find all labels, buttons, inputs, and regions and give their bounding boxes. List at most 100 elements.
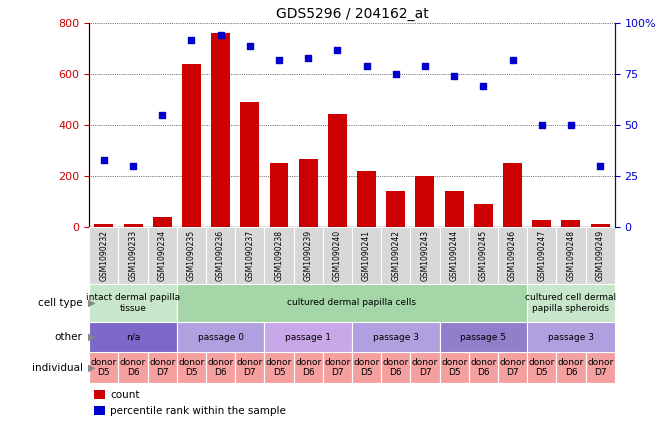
Text: GSM1090237: GSM1090237 <box>245 230 254 281</box>
Text: other: other <box>55 332 83 342</box>
Text: GSM1090248: GSM1090248 <box>566 230 576 281</box>
Bar <box>89 284 177 322</box>
Bar <box>182 64 201 227</box>
Text: GSM1090241: GSM1090241 <box>362 230 371 281</box>
Text: ▶: ▶ <box>88 363 95 373</box>
Text: passage 3: passage 3 <box>373 332 419 342</box>
Bar <box>95 224 113 227</box>
Text: GSM1090247: GSM1090247 <box>537 230 546 281</box>
Bar <box>177 352 206 383</box>
Bar <box>89 227 118 284</box>
Text: donor
D6: donor D6 <box>558 358 584 377</box>
Bar <box>206 227 235 284</box>
Bar <box>328 113 347 227</box>
Bar <box>211 33 230 227</box>
Bar <box>503 163 522 227</box>
Bar <box>586 227 615 284</box>
Bar <box>89 352 118 383</box>
Bar <box>381 352 410 383</box>
Text: donor
D5: donor D5 <box>354 358 379 377</box>
Point <box>595 162 605 169</box>
Point <box>420 63 430 69</box>
Bar <box>527 227 557 284</box>
Point <box>128 162 138 169</box>
Text: GSM1090242: GSM1090242 <box>391 230 401 281</box>
Text: GSM1090246: GSM1090246 <box>508 230 517 281</box>
Text: GSM1090245: GSM1090245 <box>479 230 488 281</box>
Point <box>274 57 284 63</box>
Bar <box>386 191 405 227</box>
Bar <box>124 224 143 227</box>
Text: donor
D5: donor D5 <box>178 358 204 377</box>
Text: passage 0: passage 0 <box>198 332 244 342</box>
Bar <box>235 227 264 284</box>
Point <box>215 32 226 39</box>
Text: donor
D6: donor D6 <box>470 358 496 377</box>
Text: GSM1090239: GSM1090239 <box>303 230 313 281</box>
Bar <box>440 352 469 383</box>
Bar <box>323 352 352 383</box>
Bar <box>147 227 177 284</box>
Text: donor
D5: donor D5 <box>441 358 467 377</box>
Text: donor
D5: donor D5 <box>529 358 555 377</box>
Bar <box>410 352 440 383</box>
Text: GSM1090244: GSM1090244 <box>449 230 459 281</box>
Text: donor
D6: donor D6 <box>295 358 321 377</box>
Bar <box>118 352 147 383</box>
Point <box>186 36 197 43</box>
Bar <box>177 322 264 352</box>
Bar <box>416 176 434 227</box>
Text: GSM1090236: GSM1090236 <box>216 230 225 281</box>
Text: GSM1090235: GSM1090235 <box>187 230 196 281</box>
Text: passage 5: passage 5 <box>460 332 506 342</box>
Bar <box>498 352 527 383</box>
Bar <box>264 322 352 352</box>
Text: GSM1090249: GSM1090249 <box>596 230 605 281</box>
Bar <box>264 352 293 383</box>
Text: passage 3: passage 3 <box>548 332 594 342</box>
Text: percentile rank within the sample: percentile rank within the sample <box>110 406 286 415</box>
Bar <box>352 352 381 383</box>
Bar <box>299 159 318 227</box>
Point <box>507 57 518 63</box>
Text: donor
D6: donor D6 <box>383 358 409 377</box>
Bar <box>532 220 551 227</box>
Bar <box>270 163 288 227</box>
Point <box>157 111 167 118</box>
Text: donor
D7: donor D7 <box>149 358 175 377</box>
Point <box>391 71 401 77</box>
Point <box>303 55 313 61</box>
Text: donor
D6: donor D6 <box>208 358 234 377</box>
Point <box>332 47 342 53</box>
Text: intact dermal papilla
tissue: intact dermal papilla tissue <box>86 293 180 313</box>
Bar <box>527 352 557 383</box>
Text: donor
D7: donor D7 <box>237 358 263 377</box>
Bar <box>323 227 352 284</box>
Bar <box>264 227 293 284</box>
Bar <box>177 227 206 284</box>
Bar <box>235 352 264 383</box>
Bar <box>591 224 609 227</box>
Bar <box>527 322 615 352</box>
Text: cultured dermal papilla cells: cultured dermal papilla cells <box>288 298 416 308</box>
Text: cultured cell dermal
papilla spheroids: cultured cell dermal papilla spheroids <box>525 293 617 313</box>
Text: ▶: ▶ <box>88 332 95 342</box>
Text: GSM1090232: GSM1090232 <box>99 230 108 281</box>
Bar <box>89 322 177 352</box>
Bar <box>498 227 527 284</box>
Text: GSM1090238: GSM1090238 <box>274 230 284 281</box>
Bar <box>95 406 105 415</box>
Text: donor
D6: donor D6 <box>120 358 146 377</box>
Text: GSM1090243: GSM1090243 <box>420 230 430 281</box>
Text: GSM1090234: GSM1090234 <box>158 230 167 281</box>
Point <box>245 42 255 49</box>
Text: count: count <box>110 390 139 400</box>
Title: GDS5296 / 204162_at: GDS5296 / 204162_at <box>276 7 428 21</box>
Point <box>449 73 459 80</box>
Bar <box>352 227 381 284</box>
Bar <box>410 227 440 284</box>
Point <box>537 122 547 129</box>
Bar <box>557 352 586 383</box>
Text: n/a: n/a <box>126 332 140 342</box>
Text: donor
D7: donor D7 <box>587 358 613 377</box>
